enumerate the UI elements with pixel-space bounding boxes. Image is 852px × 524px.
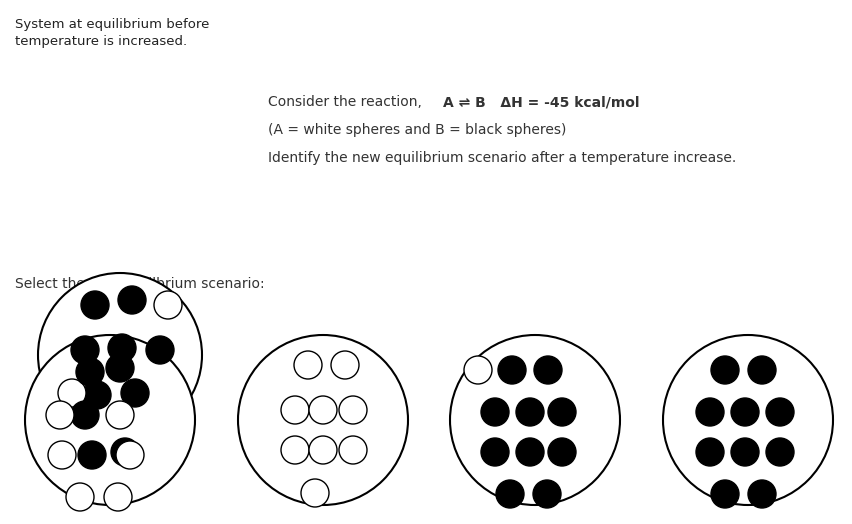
Circle shape: [696, 438, 724, 466]
Circle shape: [66, 483, 94, 511]
Text: System at equilibrium before
temperature is increased.: System at equilibrium before temperature…: [15, 18, 210, 48]
Circle shape: [25, 335, 195, 505]
Circle shape: [731, 398, 759, 426]
Circle shape: [533, 480, 561, 508]
Circle shape: [71, 336, 99, 364]
Circle shape: [146, 336, 174, 364]
Circle shape: [731, 438, 759, 466]
Circle shape: [71, 401, 99, 429]
Circle shape: [516, 438, 544, 466]
Circle shape: [106, 354, 134, 382]
Circle shape: [663, 335, 833, 505]
Circle shape: [58, 379, 86, 407]
Circle shape: [76, 358, 104, 386]
Text: A ⇌ B   ΔH = -45 kcal/mol: A ⇌ B ΔH = -45 kcal/mol: [443, 95, 640, 109]
Circle shape: [766, 438, 794, 466]
Circle shape: [121, 379, 149, 407]
Circle shape: [516, 398, 544, 426]
Circle shape: [309, 396, 337, 424]
Circle shape: [464, 356, 492, 384]
Circle shape: [711, 356, 739, 384]
Circle shape: [83, 381, 111, 409]
Circle shape: [548, 398, 576, 426]
Circle shape: [48, 441, 76, 469]
Circle shape: [238, 335, 408, 505]
Text: (A = white spheres and B = black spheres): (A = white spheres and B = black spheres…: [268, 123, 567, 137]
Circle shape: [108, 334, 136, 362]
Circle shape: [450, 335, 620, 505]
Circle shape: [118, 286, 146, 314]
Circle shape: [496, 480, 524, 508]
Circle shape: [711, 480, 739, 508]
Text: Select the new equilbrium scenario:: Select the new equilbrium scenario:: [15, 277, 265, 291]
Circle shape: [339, 396, 367, 424]
Circle shape: [766, 398, 794, 426]
Circle shape: [106, 401, 134, 429]
Circle shape: [294, 351, 322, 379]
Circle shape: [111, 438, 139, 466]
Circle shape: [481, 398, 509, 426]
Circle shape: [301, 479, 329, 507]
Circle shape: [481, 438, 509, 466]
Text: Consider the reaction,: Consider the reaction,: [268, 95, 426, 109]
Circle shape: [38, 273, 202, 437]
Circle shape: [748, 480, 776, 508]
Circle shape: [339, 436, 367, 464]
Circle shape: [331, 351, 359, 379]
Text: Identify the new equilibrium scenario after a temperature increase.: Identify the new equilibrium scenario af…: [268, 151, 736, 165]
Circle shape: [548, 438, 576, 466]
Circle shape: [309, 436, 337, 464]
Circle shape: [281, 396, 309, 424]
Circle shape: [78, 441, 106, 469]
Circle shape: [748, 356, 776, 384]
Circle shape: [696, 398, 724, 426]
Circle shape: [498, 356, 526, 384]
Circle shape: [154, 291, 182, 319]
Circle shape: [81, 291, 109, 319]
Circle shape: [116, 441, 144, 469]
Circle shape: [534, 356, 562, 384]
Circle shape: [46, 401, 74, 429]
Circle shape: [281, 436, 309, 464]
Circle shape: [104, 483, 132, 511]
